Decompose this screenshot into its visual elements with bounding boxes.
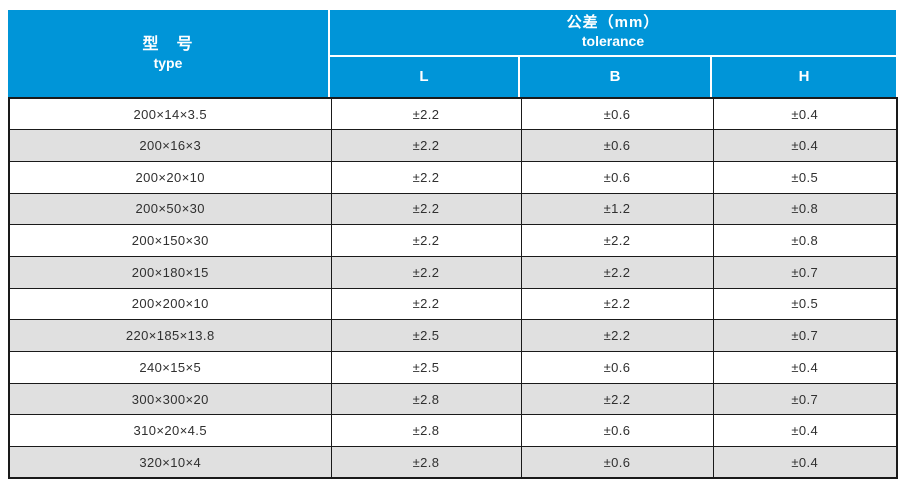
cell-tolerance-h: ±0.8 (712, 192, 898, 226)
table-row: 200×50×30 ±2.2 ±1.2 ±0.8 (8, 192, 898, 226)
cell-tolerance-b: ±0.6 (520, 97, 714, 131)
cell-type: 200×50×30 (8, 192, 332, 226)
cell-tolerance-l: ±2.2 (330, 160, 522, 194)
header-cell-h: H (712, 57, 896, 97)
cell-type: 320×10×4 (8, 446, 332, 479)
cell-tolerance-b: ±2.2 (520, 287, 714, 321)
table-row: 220×185×13.8 ±2.5 ±2.2 ±0.7 (8, 319, 898, 352)
header-tolerance-label-en: tolerance (581, 33, 645, 50)
header-cell-l: L (330, 57, 520, 97)
cell-tolerance-h: ±0.8 (712, 224, 898, 257)
table-row: 200×150×30 ±2.2 ±2.2 ±0.8 (8, 224, 898, 257)
cell-tolerance-h: ±0.4 (712, 97, 898, 131)
cell-tolerance-b: ±1.2 (520, 192, 714, 226)
table-row: 200×20×10 ±2.2 ±0.6 ±0.5 (8, 160, 898, 194)
table-row: 200×180×15 ±2.2 ±2.2 ±0.7 (8, 255, 898, 289)
cell-tolerance-b: ±2.2 (520, 382, 714, 416)
cell-tolerance-l: ±2.2 (330, 224, 522, 257)
cell-type: 240×15×5 (8, 351, 332, 384)
cell-tolerance-l: ±2.2 (330, 97, 522, 131)
cell-type: 200×20×10 (8, 160, 332, 194)
cell-tolerance-b: ±0.6 (520, 160, 714, 194)
table-row: 300×300×20 ±2.8 ±2.2 ±0.7 (8, 382, 898, 416)
table-row: 200×16×3 ±2.2 ±0.6 ±0.4 (8, 129, 898, 162)
cell-tolerance-l: ±2.8 (330, 446, 522, 479)
cell-tolerance-l: ±2.2 (330, 192, 522, 226)
table-header: 型 号 type 公差（mm） tolerance L B H (8, 10, 896, 97)
cell-tolerance-h: ±0.5 (712, 287, 898, 321)
cell-type: 200×200×10 (8, 287, 332, 321)
cell-tolerance-b: ±2.2 (520, 255, 714, 289)
cell-type: 200×150×30 (8, 224, 332, 257)
cell-tolerance-h: ±0.4 (712, 351, 898, 384)
header-type-label-en: type (153, 54, 183, 71)
header-cell-tolerance: 公差（mm） tolerance (330, 10, 896, 57)
table-row: 320×10×4 ±2.8 ±0.6 ±0.4 (8, 446, 898, 479)
table-row: 240×15×5 ±2.5 ±0.6 ±0.4 (8, 351, 898, 384)
cell-tolerance-b: ±0.6 (520, 446, 714, 479)
data-table: 200×14×3.5 ±2.2 ±0.6 ±0.4 200×16×3 ±2.2 … (8, 97, 898, 480)
cell-tolerance-h: ±0.7 (712, 255, 898, 289)
cell-tolerance-h: ±0.4 (712, 414, 898, 448)
header-cell-type: 型 号 type (8, 10, 330, 97)
cell-tolerance-h: ±0.7 (712, 382, 898, 416)
cell-tolerance-l: ±2.8 (330, 414, 522, 448)
cell-tolerance-l: ±2.2 (330, 287, 522, 321)
cell-type: 310×20×4.5 (8, 414, 332, 448)
cell-tolerance-l: ±2.5 (330, 351, 522, 384)
tolerance-spec-table: 型 号 type 公差（mm） tolerance L B H 200×14×3… (8, 10, 898, 480)
cell-tolerance-b: ±0.6 (520, 129, 714, 162)
cell-tolerance-h: ±0.5 (712, 160, 898, 194)
table-body: 200×14×3.5 ±2.2 ±0.6 ±0.4 200×16×3 ±2.2 … (8, 97, 898, 479)
cell-tolerance-b: ±2.2 (520, 319, 714, 352)
table-row: 200×200×10 ±2.2 ±2.2 ±0.5 (8, 287, 898, 321)
cell-type: 200×180×15 (8, 255, 332, 289)
cell-tolerance-b: ±0.6 (520, 351, 714, 384)
cell-type: 200×14×3.5 (8, 97, 332, 131)
table-row: 200×14×3.5 ±2.2 ±0.6 ±0.4 (8, 97, 898, 131)
cell-tolerance-h: ±0.4 (712, 446, 898, 479)
cell-tolerance-h: ±0.7 (712, 319, 898, 352)
header-tolerance-label-zh: 公差（mm） (566, 14, 660, 32)
cell-tolerance-l: ±2.2 (330, 255, 522, 289)
cell-type: 220×185×13.8 (8, 319, 332, 352)
cell-type: 300×300×20 (8, 382, 332, 416)
cell-tolerance-l: ±2.2 (330, 129, 522, 162)
header-cell-b: B (520, 57, 712, 97)
table-row: 310×20×4.5 ±2.8 ±0.6 ±0.4 (8, 414, 898, 448)
cell-tolerance-b: ±2.2 (520, 224, 714, 257)
cell-tolerance-l: ±2.8 (330, 382, 522, 416)
header-type-label-zh: 型 号 (142, 35, 194, 53)
cell-type: 200×16×3 (8, 129, 332, 162)
cell-tolerance-h: ±0.4 (712, 129, 898, 162)
cell-tolerance-l: ±2.5 (330, 319, 522, 352)
cell-tolerance-b: ±0.6 (520, 414, 714, 448)
